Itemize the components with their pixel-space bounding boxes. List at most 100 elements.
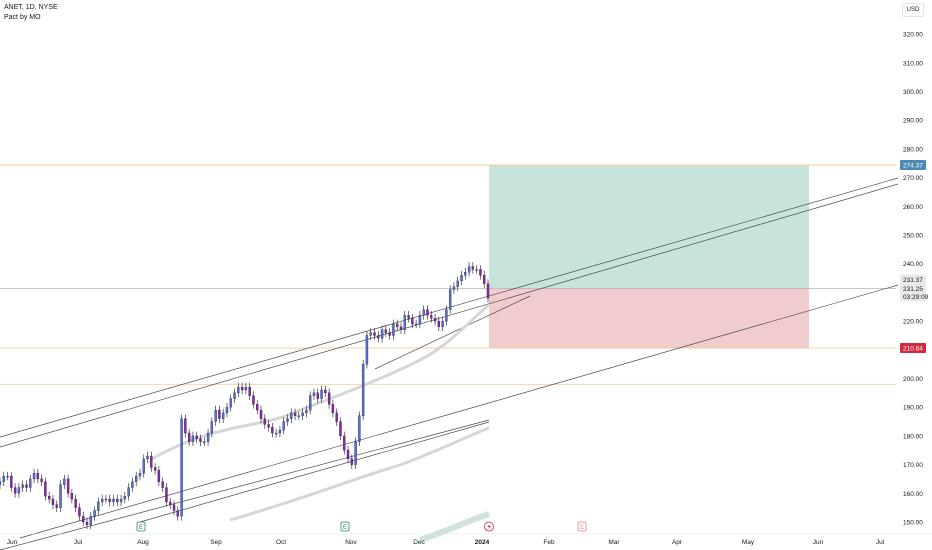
candle [479, 269, 482, 276]
target-price-badge-label: 274.37 [903, 162, 923, 169]
candle [248, 386, 251, 396]
candle [324, 389, 327, 394]
candle [59, 484, 62, 508]
y-tick-label: 250.00 [903, 233, 923, 240]
candle [78, 507, 81, 517]
chart-author: Pact by MO [4, 14, 41, 21]
candle [89, 516, 92, 526]
candle [169, 501, 172, 505]
y-tick-label: 300.00 [903, 89, 923, 96]
candle [146, 455, 149, 460]
countdown-badge [900, 291, 926, 302]
x-tick-label: 2024 [475, 539, 490, 546]
candle [256, 404, 259, 411]
candle [464, 272, 467, 276]
candle [93, 510, 96, 517]
target-zone [489, 165, 809, 289]
x-tick-label: Nov [345, 539, 357, 546]
candle [433, 318, 437, 322]
candle [97, 501, 100, 511]
candle [104, 498, 108, 501]
candle [191, 435, 195, 442]
candle [229, 398, 232, 408]
candle [134, 475, 138, 482]
trendline [19, 284, 899, 539]
last-price-badge [900, 274, 926, 285]
candle [392, 323, 395, 336]
candle [138, 473, 142, 477]
candle [448, 289, 452, 310]
y-tick-label: 220.00 [903, 319, 923, 326]
candle [203, 441, 206, 443]
candle [55, 504, 58, 508]
candle [414, 323, 418, 326]
stop-zone [489, 288, 809, 348]
candle [271, 427, 274, 434]
candle [282, 421, 285, 431]
stop-price-badge-label: 210.64 [903, 345, 923, 352]
candle [184, 418, 187, 434]
x-tick-label: Oct [276, 539, 286, 546]
candle [32, 473, 36, 480]
currency-button[interactable]: USD [902, 3, 924, 17]
y-tick-label: 150.00 [903, 520, 923, 527]
x-tick-label: Apr [672, 539, 683, 546]
candle [327, 392, 331, 405]
candle [312, 392, 316, 396]
candle [74, 498, 77, 508]
candle [206, 432, 210, 442]
trendline [0, 183, 899, 448]
candle [127, 487, 130, 497]
candle [399, 326, 403, 330]
candle [259, 409, 263, 419]
candle [452, 286, 456, 290]
y-tick-label: 170.00 [903, 462, 923, 469]
candle [153, 467, 157, 471]
candle [445, 309, 448, 322]
candle [396, 323, 399, 327]
moving-average-line [229, 426, 490, 522]
candle [252, 395, 255, 405]
candle [456, 280, 459, 287]
candle [384, 329, 388, 333]
candle [343, 435, 346, 451]
chart-symbol-title: ANET, 1D, NYSE [4, 4, 58, 11]
candle [157, 470, 161, 482]
x-tick-label: Jul [74, 539, 83, 546]
candle [119, 498, 123, 503]
candle [237, 386, 240, 393]
moving-average-line [149, 303, 490, 462]
candle [278, 430, 282, 434]
candle [335, 412, 338, 422]
candle [108, 498, 111, 503]
candle [123, 496, 127, 500]
candle [214, 409, 217, 422]
x-tick-label: May [742, 539, 755, 546]
candle [0, 481, 2, 485]
candle [361, 363, 365, 416]
candle [21, 484, 24, 488]
candle [309, 395, 312, 411]
y-tick-label: 180.00 [903, 433, 923, 440]
candle [407, 315, 410, 319]
candle [2, 475, 5, 482]
earnings-marker-label: E [580, 525, 584, 531]
y-tick-label: 190.00 [903, 405, 923, 412]
candle [297, 415, 301, 417]
candle [51, 498, 55, 505]
earnings-marker-label: E [343, 525, 347, 531]
candle [369, 332, 372, 336]
candle [350, 458, 354, 465]
candle [13, 487, 17, 494]
candle [10, 475, 13, 488]
y-tick-label: 280.00 [903, 146, 923, 153]
y-tick-label: 310.00 [903, 60, 923, 67]
candle [346, 450, 350, 460]
candle [195, 435, 198, 439]
candle [85, 521, 89, 526]
trendline [139, 421, 490, 523]
y-tick-label: 290.00 [903, 118, 923, 125]
candle [418, 315, 422, 325]
